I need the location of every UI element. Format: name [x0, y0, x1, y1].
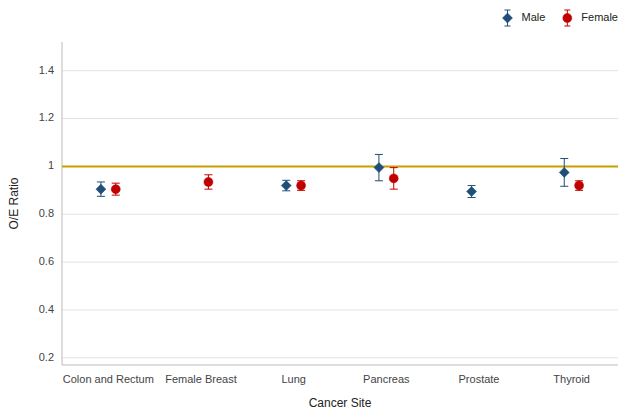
error-bar	[97, 182, 105, 196]
x-tick-label: Colon and Rectum	[63, 373, 154, 385]
point	[96, 184, 106, 194]
error-bar	[560, 159, 568, 187]
y-tick-label: 0.4	[39, 303, 54, 315]
series	[111, 168, 583, 196]
error-bar	[112, 183, 120, 195]
legend-marker	[563, 14, 572, 23]
error-bar	[390, 168, 398, 190]
x-tick-label: Thyroid	[553, 373, 590, 385]
point	[559, 167, 569, 177]
point	[374, 163, 384, 173]
grid-line	[62, 262, 618, 263]
grid	[62, 71, 618, 358]
error-bar	[375, 154, 383, 180]
grid-line	[62, 166, 618, 167]
legend-label: Male	[521, 11, 545, 23]
point	[575, 181, 584, 190]
series	[96, 154, 569, 197]
y-tick-label: 0.8	[39, 207, 54, 219]
legend-label: Female	[581, 11, 618, 23]
y-tick-label: 1	[48, 159, 54, 171]
error-bar	[204, 175, 212, 189]
error-bar	[282, 180, 290, 191]
error-bar	[575, 181, 583, 191]
y-tick-label: 0.6	[39, 255, 54, 267]
legend: Female Male	[502, 10, 618, 26]
grid-line	[62, 70, 618, 71]
x-tick-label: Prostate	[459, 373, 500, 385]
error-bar	[468, 186, 476, 198]
grid-line	[62, 118, 618, 119]
grid-line	[62, 214, 618, 215]
point	[281, 181, 291, 191]
y-tick-label: 0.2	[39, 351, 54, 363]
grid-line	[62, 357, 618, 358]
y-tick-label: 1.2	[39, 111, 54, 123]
x-tick-label: Female Breast	[165, 373, 237, 385]
x-tick-label: Lung	[281, 373, 305, 385]
legend-marker	[502, 13, 512, 23]
error-bar	[297, 181, 305, 191]
y-tick-label: 1.4	[39, 64, 54, 76]
point	[297, 181, 306, 190]
reference-line	[62, 165, 618, 167]
grid-line	[62, 309, 618, 310]
point	[467, 187, 477, 197]
chart: 0.2 0.4 0.6 0.8 1 1.2 1.4 Colon and Rectum Femal…	[0, 0, 634, 419]
y-axis-line	[62, 42, 63, 365]
point	[204, 177, 213, 186]
y-axis-label: O/E Ratio	[7, 177, 21, 229]
point	[111, 185, 120, 194]
point	[389, 174, 398, 183]
x-tick-label: Pancreas	[363, 373, 410, 385]
x-axis-label: Cancer Site	[309, 396, 372, 410]
x-axis-line	[62, 365, 618, 366]
plot-area	[62, 154, 618, 197]
